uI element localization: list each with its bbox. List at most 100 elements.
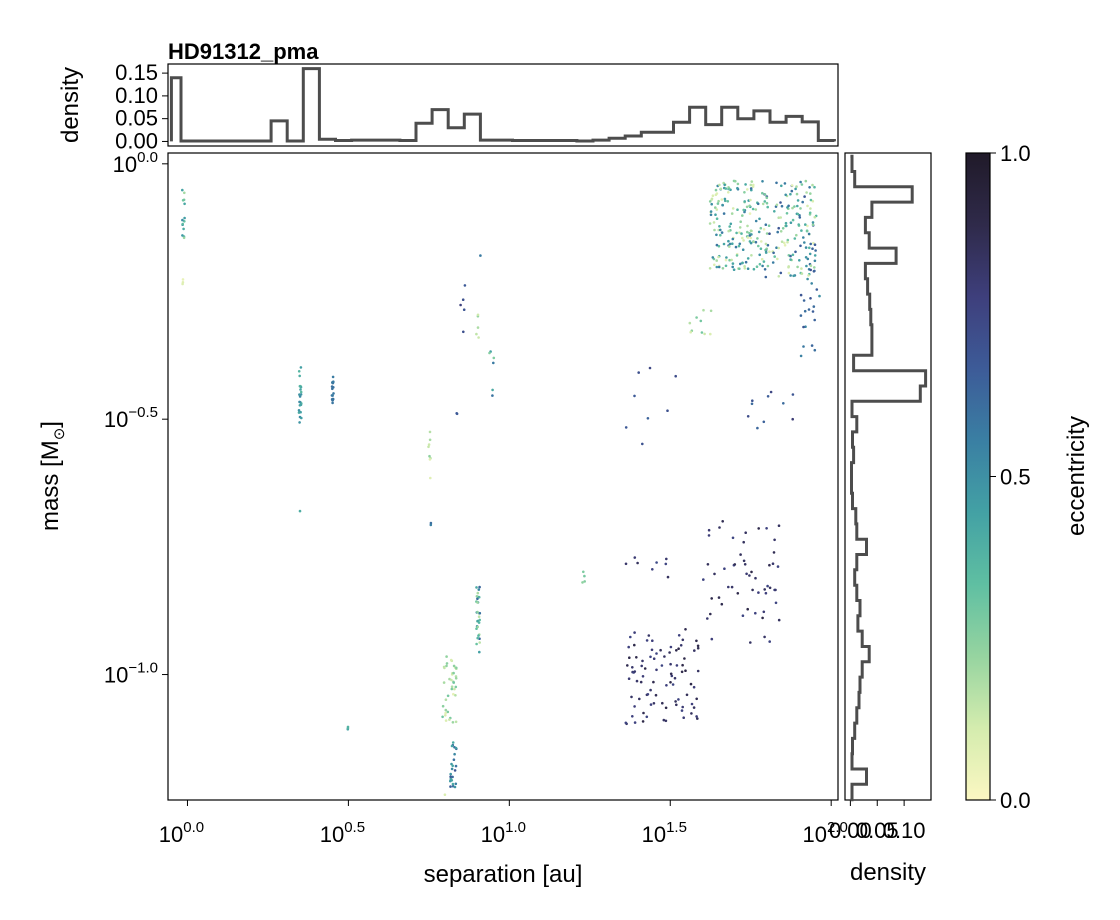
scatter-point (635, 656, 638, 659)
scatter-point (806, 277, 809, 281)
scatter-point (806, 257, 810, 261)
scatter-point (708, 200, 712, 203)
scatter-point (299, 366, 303, 369)
scatter-point (766, 243, 770, 247)
scatter-point (453, 785, 457, 789)
scatter-point (789, 192, 792, 196)
scatter-point (445, 664, 448, 668)
scatter-point (331, 387, 334, 391)
scatter-point (810, 282, 813, 285)
scatter-point (624, 426, 628, 429)
scatter-point (583, 580, 586, 583)
scatter-point (720, 231, 724, 234)
scatter-point (745, 205, 749, 209)
scatter-point (793, 237, 797, 240)
scatter-point (183, 202, 186, 206)
scatter-point (717, 244, 721, 248)
scatter-point (668, 651, 671, 654)
scatter-point (681, 705, 684, 709)
scatter-point (739, 262, 742, 266)
scatter-point (476, 313, 480, 317)
scatter-point (809, 198, 813, 202)
scatter-point (786, 240, 789, 244)
scatter-point (181, 282, 184, 286)
scatter-point (300, 416, 303, 420)
right-x-tick-label: 0.10 (883, 818, 926, 843)
top-histogram-frame (167, 63, 839, 147)
scatter-point (582, 570, 585, 574)
scatter-point (680, 709, 684, 712)
scatter-point (637, 371, 640, 374)
scatter-point (715, 233, 718, 237)
scatter-point (428, 454, 431, 458)
scatter-point (722, 212, 726, 215)
scatter-point (665, 557, 668, 561)
scatter-point (750, 254, 753, 257)
scatter-point (804, 223, 807, 226)
scatter-point (762, 260, 766, 263)
colorbar-label: eccentricity (1063, 416, 1090, 536)
scatter-point (763, 588, 766, 591)
scatter-point (729, 222, 733, 226)
scatter-point (475, 332, 478, 336)
scatter-point (444, 698, 448, 701)
scatter-point (780, 240, 784, 243)
scatter-point (429, 521, 433, 525)
scatter-point (710, 202, 713, 206)
scatter-point (735, 254, 739, 257)
scatter-point (805, 191, 808, 194)
scatter-point (673, 676, 677, 680)
scatter-point (717, 199, 720, 203)
scatter-point (805, 264, 808, 268)
scatter-point (454, 677, 458, 680)
scatter-point (715, 243, 719, 247)
scatter-point (779, 230, 783, 233)
main-y-label: mass [M⊙] (37, 421, 68, 531)
scatter-point (717, 255, 720, 259)
scatter-point (745, 572, 748, 576)
scatter-point (713, 263, 716, 267)
scatter-point (299, 390, 303, 394)
scatter-point (181, 222, 184, 226)
scatter-point (764, 223, 768, 226)
scatter-point (181, 234, 184, 237)
scatter-point (715, 265, 719, 269)
scatter-point (766, 584, 769, 588)
scatter-point (756, 426, 759, 430)
scatter-point (710, 637, 714, 641)
scatter-point (181, 188, 184, 192)
scatter-point (726, 200, 730, 203)
scatter-point (761, 616, 764, 620)
scatter-point (461, 298, 465, 302)
scatter-point (759, 226, 763, 230)
scatter-point (677, 647, 680, 650)
scatter-point (757, 527, 760, 530)
scatter-point (477, 621, 481, 624)
scatter-point (299, 385, 303, 389)
scatter-point (794, 250, 797, 254)
scatter-point (758, 262, 762, 266)
colorbar: 0.0 0.5 1.0 eccentricity (965, 141, 1090, 813)
scatter-point (809, 264, 813, 268)
scatter-point (646, 417, 650, 420)
scatter-point (789, 258, 792, 261)
scatter-point (768, 563, 771, 567)
scatter-point (298, 421, 301, 424)
scatter-point (709, 213, 713, 217)
scatter-point (677, 634, 681, 637)
scatter-point (478, 585, 481, 589)
scatter-point (669, 681, 672, 684)
scatter-point (777, 246, 780, 250)
scatter-point (757, 244, 760, 248)
scatter-point (730, 258, 733, 262)
scatter-point (478, 618, 482, 622)
scatter-point (476, 601, 479, 604)
scatter-point (635, 679, 639, 683)
scatter-point (674, 374, 677, 378)
scatter-point (675, 649, 678, 652)
scatter-point (759, 247, 763, 250)
scatter-point (746, 257, 750, 260)
scatter-point (736, 182, 740, 186)
scatter-point (791, 417, 794, 421)
scatter-point (655, 561, 658, 564)
